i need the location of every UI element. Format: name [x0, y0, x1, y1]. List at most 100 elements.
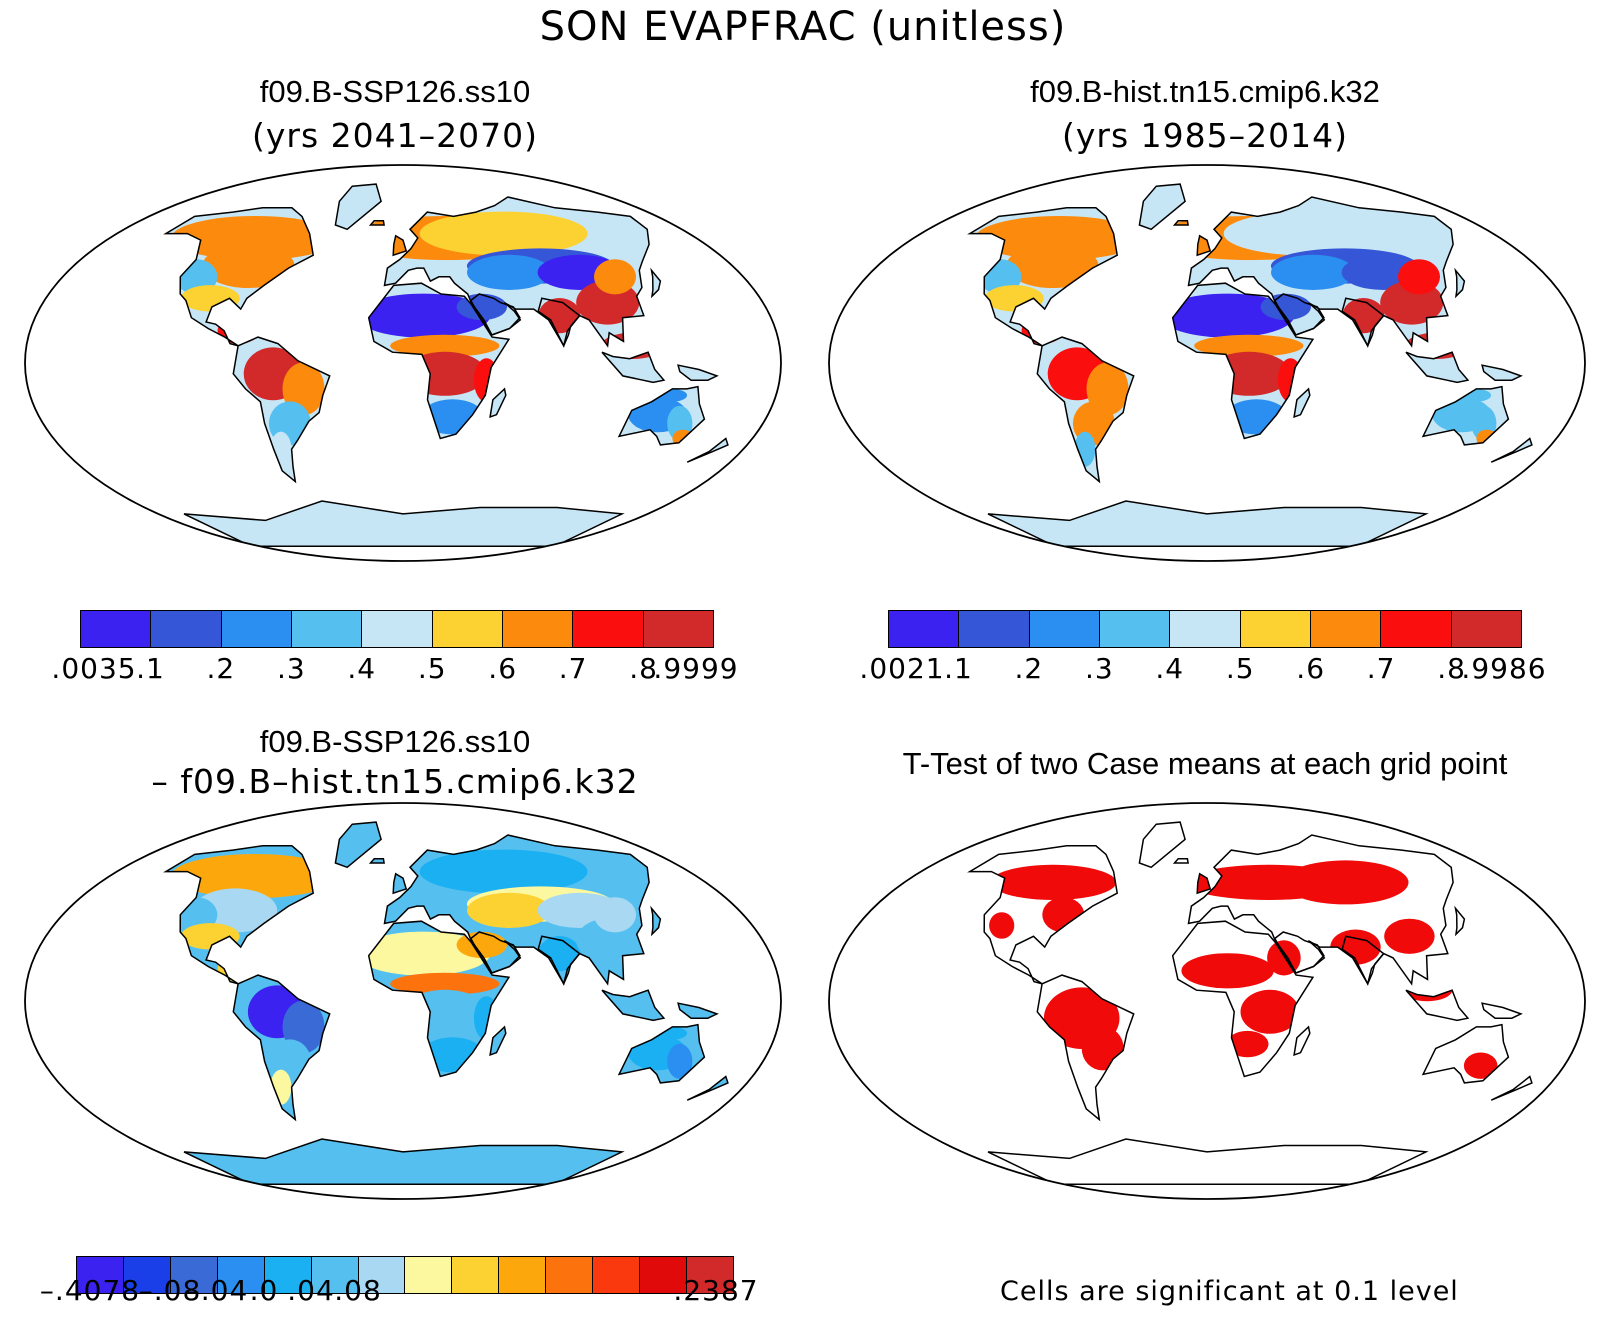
- coastline-nz: [1490, 437, 1533, 463]
- shaded-region: [1194, 334, 1304, 357]
- coastline-africa: [367, 920, 511, 1078]
- colorbar-tick-label: .2387: [673, 1274, 759, 1307]
- coastline-uk: [1196, 872, 1212, 895]
- coastline-greenland: [1138, 183, 1186, 231]
- panel-title-top-left: f09.B-SSP126.ss10: [259, 74, 531, 109]
- coastline-africa: [1171, 282, 1315, 440]
- coastline-india: [1341, 297, 1385, 348]
- coastline-arabia: [469, 931, 521, 974]
- significance-footnote: Cells are significant at 0.1 level: [1000, 1276, 1459, 1307]
- colorbar-tick-label: .1: [136, 652, 165, 685]
- map-bottom-left: [24, 802, 782, 1200]
- coastline-antarctica: [183, 1138, 625, 1186]
- coastline-japan: [1454, 905, 1466, 937]
- shaded-region: [171, 854, 340, 898]
- shaded-region: [180, 923, 240, 950]
- coastline-greenland: [1138, 821, 1186, 869]
- colorbar-swatch: [1310, 611, 1382, 647]
- colorbar-labels-bottom-left: –.4078 –.08 –.04.0.04.08 .2387: [40, 1274, 758, 1308]
- coastline-japan: [650, 267, 662, 299]
- colorbar-swatch: [452, 1257, 500, 1293]
- shaded-region: [1463, 1052, 1498, 1079]
- coastline-uk: [392, 872, 408, 895]
- coastline-na: [967, 207, 1119, 347]
- coastline-africa: [367, 282, 511, 440]
- coastline-india: [1341, 935, 1385, 986]
- coastline-antarctica: [183, 500, 625, 548]
- figure-title: SON EVAPFRAC (unitless): [539, 4, 1067, 50]
- field-shading: [969, 822, 1532, 1185]
- colorbar-swatch: [1170, 611, 1241, 647]
- coastline-sa: [232, 974, 331, 1122]
- shaded-region: [990, 864, 1117, 900]
- shaded-region: [419, 211, 588, 256]
- colorbar-tick-label: .6: [1296, 652, 1326, 685]
- shaded-region: [355, 293, 491, 338]
- panel-title-top-right: f09.B-hist.tn15.cmip6.k32: [1030, 74, 1380, 109]
- shaded-region: [594, 259, 636, 295]
- shaded-region: [171, 216, 340, 260]
- panel-subtitle-top-right: (yrs 1985–2014): [1062, 116, 1348, 155]
- colorbar-swatch: [573, 611, 644, 647]
- coastline-iceland: [368, 857, 385, 864]
- shaded-region: [421, 399, 484, 435]
- coastline-arabia: [1273, 931, 1325, 974]
- colorbar-swatch: [640, 1257, 687, 1293]
- shaded-region: [390, 972, 500, 995]
- colorbar-tick-label: –.4078: [39, 1274, 141, 1307]
- shaded-region: [1282, 860, 1409, 905]
- shaded-region: [467, 254, 551, 290]
- shaded-region: [975, 216, 1144, 260]
- coastline-uk: [1196, 234, 1212, 257]
- shaded-region: [355, 931, 491, 976]
- shaded-region: [402, 989, 487, 1034]
- shaded-region: [390, 334, 500, 357]
- colorbar-tick-label: .6: [488, 652, 518, 685]
- panel-title-bottom-left: f09.B-SSP126.ss10: [259, 724, 531, 759]
- coastline-arabia: [469, 293, 521, 336]
- colorbar-tick-label: .5: [1225, 652, 1255, 685]
- shaded-region: [594, 897, 636, 933]
- colorbar-tick-label: .4: [1155, 652, 1185, 685]
- shaded-region: [989, 912, 1015, 939]
- colorbar-tick-label: –.08: [138, 1274, 202, 1307]
- colorbar-tick-label: .2: [1014, 652, 1044, 685]
- coastline-newguinea: [1481, 1002, 1523, 1019]
- shaded-region: [1006, 244, 1099, 288]
- coastline-iceland: [1172, 857, 1189, 864]
- coastline-australia: [1421, 1023, 1510, 1084]
- coastline-indonesia: [1405, 351, 1470, 384]
- coastline-madagascar: [489, 387, 507, 419]
- colorbar-swatch: [643, 611, 713, 647]
- colorbar-swatch: [291, 611, 363, 647]
- colorbar-swatch: [686, 1257, 733, 1293]
- coastline-madagascar: [1293, 387, 1311, 419]
- colorbar-swatch: [1451, 611, 1521, 647]
- coastline-eurasia: [1187, 196, 1454, 348]
- coastline-india: [537, 935, 581, 986]
- coastline-uk: [392, 234, 408, 257]
- shaded-region: [1271, 254, 1355, 290]
- colorbar-labels-top-right: .0021.1 .2 .3 .4 .5 .6 .7 .8.9986: [859, 652, 1545, 686]
- map-bottom-right: [828, 802, 1586, 1200]
- colorbar-tick-label: .08: [334, 1274, 382, 1307]
- shaded-region: [1225, 399, 1288, 435]
- colorbar-swatch: [123, 1257, 171, 1293]
- coastline-madagascar: [489, 1025, 507, 1057]
- field-shading: [969, 184, 1532, 547]
- colorbar-swatch: [1240, 611, 1311, 647]
- coastline-eurasia: [383, 196, 650, 348]
- coastline-australia: [1421, 385, 1510, 446]
- coastline-sa: [232, 336, 331, 484]
- colorbar-tick-label: .8: [1437, 652, 1466, 685]
- colorbar-tick-label: .0035: [51, 652, 137, 685]
- coastline-indonesia: [601, 989, 666, 1022]
- shaded-region: [667, 1043, 693, 1079]
- colorbar-swatch: [362, 611, 433, 647]
- colorbar-swatch: [405, 1257, 453, 1293]
- shaded-region: [473, 358, 500, 403]
- field-shading: [165, 822, 728, 1185]
- shaded-region: [467, 892, 551, 928]
- colorbar-swatch: [151, 611, 222, 647]
- panel-title-bottom-right: T-Test of two Case means at each grid po…: [902, 746, 1508, 781]
